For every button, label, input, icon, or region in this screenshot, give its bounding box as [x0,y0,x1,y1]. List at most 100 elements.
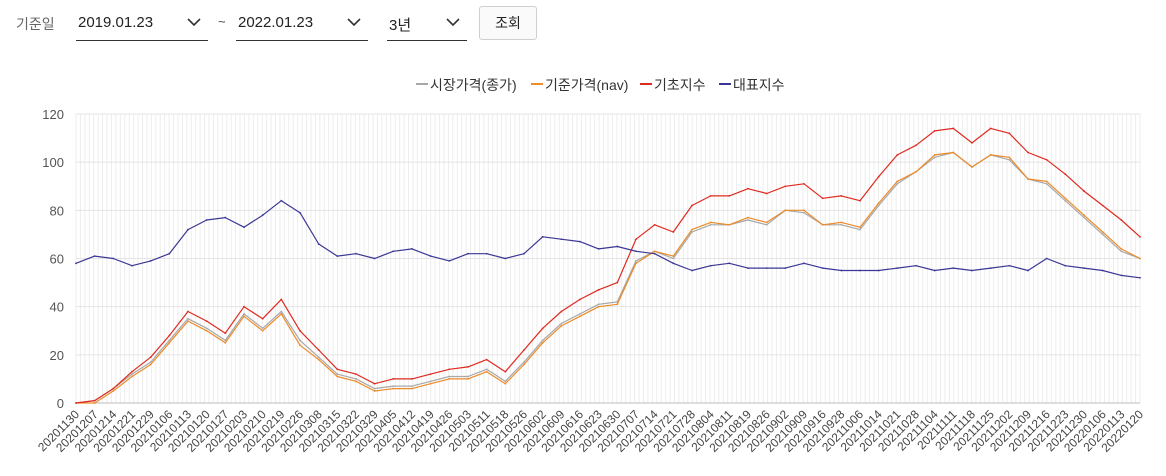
data-point-series-2 [653,250,656,253]
data-point-series-3 [616,281,619,284]
data-point-series-1 [1045,182,1048,185]
data-point-series-4 [709,264,712,267]
data-point-series-2 [429,382,432,385]
data-point-series-2 [541,341,544,344]
data-point-series-1 [168,339,171,342]
chevron-down-icon [347,18,361,27]
data-point-series-1 [1101,233,1104,236]
start-date-select[interactable]: 2019.01.23 [76,6,208,41]
data-point-series-1 [1064,199,1067,202]
data-point-series-2 [467,378,469,380]
y-tick-label: 100 [42,155,64,170]
data-point-series-4 [971,269,973,272]
data-point-series-2 [821,223,824,226]
data-point-series-2 [336,375,339,378]
data-point-series-2 [1027,178,1029,180]
data-point-series-3 [971,142,973,144]
data-point-series-4 [467,252,469,255]
data-point-series-1 [504,380,507,383]
data-point-series-3 [280,298,283,301]
data-point-series-2 [317,358,320,361]
data-point-series-1 [448,375,451,378]
period-value: 3년 [389,17,412,34]
data-point-series-3 [728,194,731,197]
data-point-series-1 [355,378,357,380]
data-point-series-4 [205,219,208,221]
data-point-series-4 [691,269,693,272]
data-point-series-1 [392,385,395,388]
data-point-series-1 [803,211,805,214]
data-point-series-4 [859,269,861,272]
data-point-series-3 [1027,151,1029,154]
data-point-series-3 [579,298,581,301]
data-point-series-3 [485,358,488,361]
legend-label: 대표지수 [733,77,785,93]
data-point-series-4 [1027,269,1029,272]
data-point-series-1 [131,373,133,375]
data-point-series-1 [672,257,675,260]
data-point-series-2 [560,325,563,327]
data-point-series-2 [149,363,152,366]
data-point-series-2 [1101,231,1104,233]
data-point-series-2 [1064,197,1067,200]
data-point-series-1 [896,182,899,185]
data-point-series-4 [261,214,264,217]
data-point-series-2 [523,363,525,366]
data-point-series-4 [1083,267,1085,270]
data-point-series-4 [75,262,77,265]
data-point-series-1 [243,312,245,315]
data-point-series-2 [1120,247,1123,250]
data-point-series-3 [448,368,451,371]
series-line-4 [75,200,1141,279]
data-point-series-1 [579,312,581,315]
data-point-series-4 [784,267,787,270]
data-point-series-2 [168,341,171,344]
period-select[interactable]: 3년 [387,6,467,41]
data-point-series-3 [168,334,171,337]
data-point-series-4 [1045,257,1048,260]
legend-marker-icon [531,83,543,85]
data-point-series-3 [560,310,563,313]
data-point-series-2 [859,226,861,229]
data-point-series-3 [989,127,992,130]
data-point-series-1 [541,339,544,342]
data-point-series-3 [411,378,413,380]
data-point-series-3 [635,238,637,241]
data-point-series-3 [1139,235,1141,238]
y-tick-label: 0 [57,396,64,411]
data-point-series-3 [859,199,861,202]
data-point-series-4 [915,264,917,267]
data-point-series-3 [691,204,693,207]
data-point-series-3 [672,231,675,233]
data-point-series-4 [1008,264,1011,267]
data-point-series-3 [933,129,936,132]
data-point-series-3 [149,356,152,359]
search-button[interactable]: 조회 [479,6,537,40]
data-point-series-4 [112,257,115,260]
data-point-series-1 [635,260,637,262]
data-point-series-3 [653,223,656,226]
data-point-series-4 [672,262,675,265]
data-point-series-2 [672,255,675,257]
data-point-series-3 [709,194,712,197]
data-point-series-3 [429,373,432,375]
end-date-select[interactable]: 2022.01.23 [236,6,368,41]
data-point-series-1 [691,231,693,233]
data-point-series-3 [317,349,320,351]
data-point-series-3 [597,288,600,291]
data-point-series-1 [1120,250,1123,253]
data-point-series-4 [877,269,880,272]
data-point-series-2 [355,380,357,383]
data-point-series-3 [1064,173,1067,176]
data-point-series-3 [803,182,805,185]
data-point-series-2 [765,221,768,224]
date-range-separator: ~ [218,14,226,29]
data-point-series-4 [821,267,824,270]
data-point-series-2 [485,370,488,373]
chevron-down-icon [446,18,460,27]
data-point-series-2 [597,305,600,308]
data-point-series-4 [541,235,544,238]
data-point-series-1 [840,223,843,226]
data-point-series-4 [411,247,413,250]
data-point-series-4 [653,252,656,255]
